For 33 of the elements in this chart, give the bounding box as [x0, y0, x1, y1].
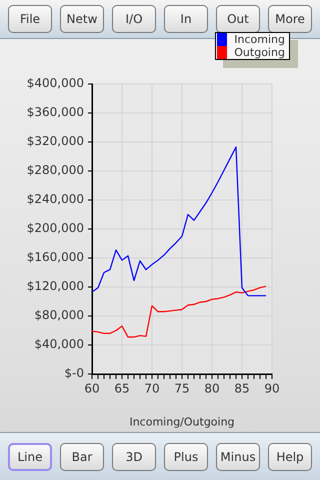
text: Bar	[60, 442, 104, 470]
text: Help	[268, 442, 312, 470]
y-tick-label: $-0	[64, 366, 84, 380]
y-tick-label: $360,000	[26, 105, 84, 120]
x-tick-label: 75	[174, 381, 190, 396]
text: Plus	[164, 442, 208, 470]
y-tick-label: $400,000	[26, 76, 84, 90]
x-tick-label: 65	[114, 381, 130, 396]
y-tick-label: $280,000	[26, 163, 84, 178]
text: 3D	[112, 442, 156, 470]
text: In	[164, 5, 208, 33]
x-tick-label: 80	[204, 381, 220, 396]
text: Minus	[216, 442, 260, 470]
text: File	[8, 5, 52, 33]
legend-label: Outgoing	[234, 46, 285, 59]
y-tick-label: $320,000	[26, 134, 84, 148]
x-tick-label: 60	[84, 381, 100, 396]
x-tick-label: 90	[264, 381, 280, 396]
y-tick-label: $120,000	[26, 279, 84, 294]
x-tick-label: 70	[144, 381, 160, 396]
text: Line	[8, 442, 52, 470]
y-tick-label: $240,000	[26, 192, 84, 206]
y-tick-label: $200,000	[26, 221, 84, 236]
text: I/O	[112, 5, 156, 33]
legend-label: Incoming	[234, 33, 285, 46]
x-axis-title: Incoming/Outgoing	[129, 415, 235, 428]
y-tick-label: $80,000	[34, 308, 84, 322]
y-tick-label: $40,000	[34, 337, 84, 352]
text: Netw	[60, 5, 104, 33]
y-tick-label: $160,000	[26, 250, 84, 264]
text: Out	[216, 5, 260, 33]
x-tick-label: 85	[234, 381, 250, 396]
text: More	[268, 5, 312, 33]
